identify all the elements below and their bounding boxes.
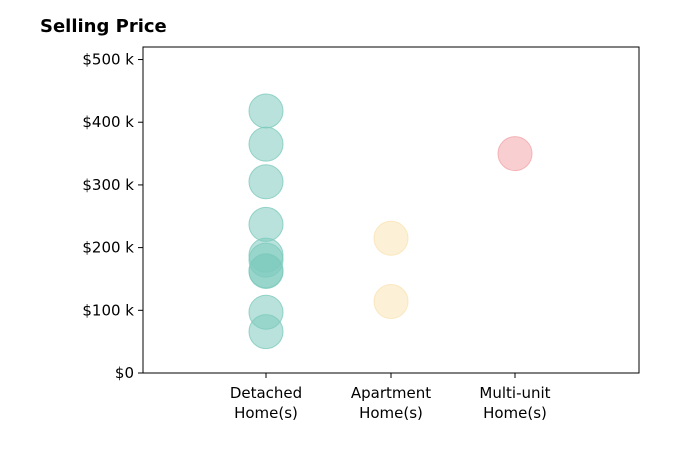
points-layer	[248, 93, 533, 350]
y-tick-label: $500 k	[82, 51, 134, 69]
data-point	[248, 206, 284, 242]
data-point	[248, 164, 284, 200]
data-point	[248, 126, 284, 162]
plot-frame	[142, 46, 640, 374]
x-axis: Detached Home(s) Apartment Home(s) Multi-uni…	[230, 373, 551, 422]
y-tick-label: $100 k	[82, 301, 134, 319]
data-point	[248, 314, 284, 350]
y-tick-label: $300 k	[82, 176, 134, 194]
chart-title: Selling Price	[40, 16, 167, 37]
y-tick-label: $200 k	[82, 239, 134, 257]
y-tick-label: $0	[115, 364, 134, 382]
x-tick-label: Apartment Home(s)	[351, 384, 431, 422]
data-point	[248, 253, 284, 289]
x-tick-label: Detached Home(s)	[230, 384, 302, 422]
data-point	[373, 284, 409, 320]
data-point	[373, 220, 409, 256]
y-axis: $0 $100 k $200 k $300 k $400 k $500 k	[82, 51, 143, 382]
data-point	[497, 136, 533, 172]
x-tick-label: Multi-unit Home(s)	[479, 384, 550, 422]
y-tick-label: $400 k	[82, 113, 134, 131]
data-point	[248, 93, 284, 129]
